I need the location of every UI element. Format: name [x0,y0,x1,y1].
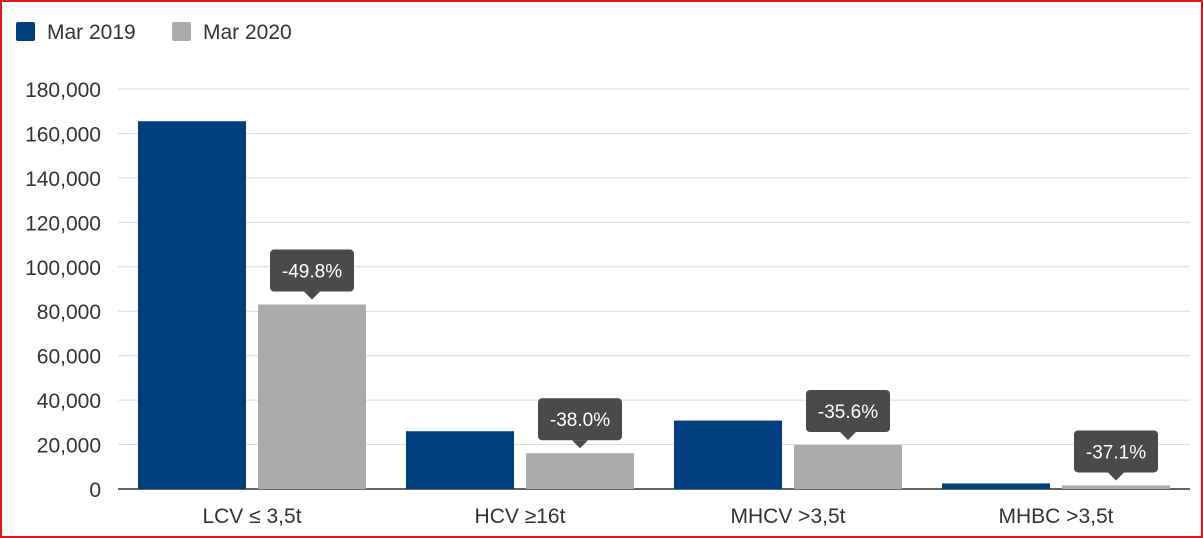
x-axis-labels: LCV ≤ 3,5t HCV ≥16t MHCV >3,5t MHBC >3,5t [202,505,1113,528]
callout-box [538,398,622,441]
legend-swatch-2 [172,22,191,41]
bar-mar-2020 [258,304,366,489]
legend-swatch-1 [16,22,35,41]
bar-mar-2020 [794,445,902,489]
legend-label-1: Mar 2019 [47,21,136,44]
y-tick-label: 20,000 [37,435,101,458]
callout-pointer [1108,472,1124,481]
x-category-label: MHCV >3,5t [731,505,846,528]
callout-label: -35.6% [818,402,878,423]
callout-pointer [840,432,856,440]
y-tick-label: 0 [89,479,101,502]
y-tick-label: 60,000 [37,346,101,369]
y-tick-label: 80,000 [37,301,101,324]
bar-mar-2019 [138,121,246,489]
bar-mar-2020 [526,453,634,489]
y-tick-label: 160,000 [25,123,101,146]
x-category-label: LCV ≤ 3,5t [202,505,301,528]
bar-mar-2020 [1062,485,1170,489]
x-category-label: MHBC >3,5t [999,505,1114,528]
y-tick-label: 140,000 [25,168,101,191]
callout-box [270,249,354,292]
bars [138,121,1170,489]
callout-box [806,390,890,432]
change-callouts: -49.8% -38.0% -35.6% -37.1% [270,249,1158,481]
y-tick-label: 180,000 [25,79,101,102]
x-category-label: HCV ≥16t [475,505,566,528]
legend-label-2: Mar 2020 [203,21,292,44]
change-callout: -38.0% [538,398,622,449]
callout-pointer [304,291,320,300]
bar-mar-2019 [942,483,1050,489]
bar-mar-2019 [406,431,514,489]
callout-label: -38.0% [550,410,610,431]
bar-mar-2019 [674,420,782,489]
callout-label: -37.1% [1086,442,1146,463]
callout-box [1074,430,1158,473]
y-tick-label: 100,000 [25,257,101,280]
legend: Mar 2019 Mar 2020 [16,21,292,44]
change-callout: -35.6% [806,390,890,440]
callout-label: -49.8% [282,262,342,283]
change-callout: -37.1% [1074,430,1158,481]
change-callout: -49.8% [270,249,354,300]
y-tick-label: 40,000 [37,390,101,413]
y-axis-ticks: 0 20,000 40,000 60,000 80,000 100,000 120,000 1… [25,79,101,502]
callout-pointer [572,440,588,449]
y-tick-label: 120,000 [25,212,101,235]
